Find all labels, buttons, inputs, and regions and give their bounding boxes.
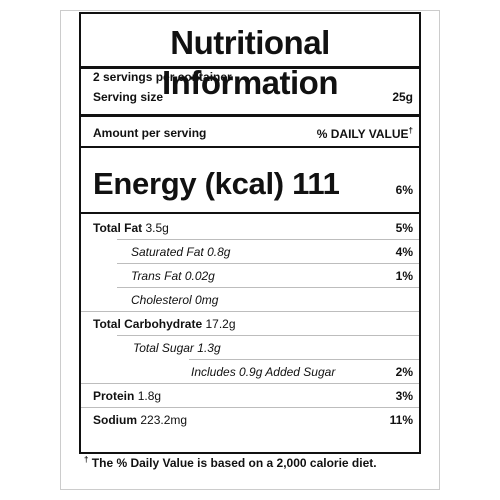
nutrient-label: Protein: [93, 389, 135, 403]
energy-row: Energy (kcal) 111: [93, 166, 340, 202]
nutrient-row-cholesterol: Cholesterol 0mg: [131, 293, 218, 307]
nutrition-panel: Nutritional Information 2 servings per c…: [79, 12, 421, 454]
nutrient-amount: 0.02g: [184, 269, 215, 283]
amount-per-serving: Amount per serving: [93, 126, 207, 140]
energy-label: Energy (kcal): [93, 166, 284, 201]
label-frame: [60, 10, 440, 490]
serving-size-value: 25g: [392, 90, 413, 104]
nutrient-label: Total Carbohydrate: [93, 317, 203, 331]
panel-title: Nutritional Information: [162, 24, 338, 101]
nutrient-label: Total Fat: [93, 221, 143, 235]
divider: [81, 311, 419, 312]
divider: [81, 407, 419, 408]
nutrient-row-total-carbohydrate: Total Carbohydrate 17.2g: [93, 317, 236, 331]
nutrient-dv: 11%: [389, 413, 413, 427]
nutrient-dv: 4%: [395, 245, 413, 259]
dagger-mark: †: [408, 126, 413, 135]
nutrient-row-saturated-fat: Saturated Fat 0.8g: [131, 245, 230, 259]
energy-dv: 6%: [395, 183, 413, 197]
nutrient-row-trans-fat: Trans Fat 0.02g: [131, 269, 215, 283]
divider: [117, 335, 419, 336]
divider: [81, 114, 419, 117]
nutrient-row-protein: Protein 1.8g: [93, 389, 161, 403]
nutrient-amount: 17.2g: [205, 317, 236, 331]
nutrient-row-total-sugar: Total Sugar 1.3g: [133, 341, 221, 355]
nutrient-amount: 223.2mg: [140, 413, 188, 427]
serving-size-label: Serving size: [93, 90, 164, 104]
nutrient-row-added-sugar: Includes 0.9g Added Sugar: [191, 365, 335, 379]
divider: [117, 239, 419, 240]
divider: [81, 146, 419, 148]
nutrient-amount: 1.3g: [197, 341, 221, 355]
nutrient-label: Sodium: [93, 413, 137, 427]
nutrient-dv: 5%: [395, 221, 413, 235]
divider: [117, 287, 419, 288]
divider: [81, 383, 419, 384]
nutrient-amount: 0.8g: [207, 245, 231, 259]
servings-per-container: 2 servings per container: [93, 70, 232, 84]
divider: [81, 212, 419, 214]
nutrient-dv: 1%: [395, 269, 413, 283]
nutrient-label: Includes 0.9g Added Sugar: [191, 365, 336, 379]
dagger-mark: †: [84, 455, 89, 464]
nutrient-dv: 3%: [395, 389, 413, 403]
divider: [189, 359, 419, 360]
nutrient-amount: 3.5g: [145, 221, 169, 235]
daily-value-label: % DAILY VALUE: [316, 127, 409, 141]
daily-value-header: % DAILY VALUE†: [317, 126, 413, 141]
nutrient-amount: 1.8g: [137, 389, 162, 403]
nutrient-label: Total Sugar: [133, 341, 194, 355]
nutrient-label: Saturated Fat: [131, 245, 204, 259]
footnote-text: The % Daily Value is based on a 2,000 ca…: [91, 456, 377, 470]
nutrient-amount: 0mg: [195, 293, 219, 307]
nutrient-label: Trans Fat: [131, 269, 182, 283]
nutrient-label: Cholesterol: [131, 293, 192, 307]
energy-value: 111: [292, 166, 340, 201]
nutrient-row-sodium: Sodium 223.2mg: [93, 413, 187, 427]
nutrient-row-total-fat: Total Fat 3.5g: [93, 221, 169, 235]
divider: [81, 66, 419, 69]
nutrient-dv: 2%: [395, 365, 413, 379]
divider: [117, 263, 419, 264]
footnote: † The % Daily Value is based on a 2,000 …: [84, 455, 377, 470]
